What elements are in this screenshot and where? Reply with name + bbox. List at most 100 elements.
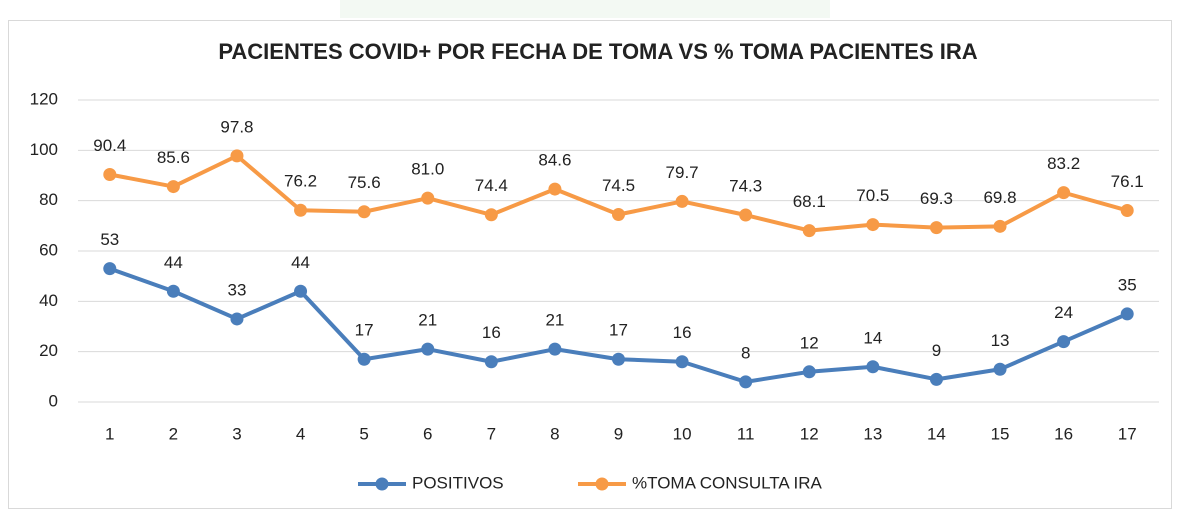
data-point [612,208,625,222]
data-label: 81.0 [411,160,444,179]
data-point [993,219,1007,233]
data-point [866,360,880,374]
y-tick-label: 0 [49,391,58,410]
data-point [166,284,180,298]
data-label: 24 [1054,303,1073,322]
data-label: 21 [418,311,437,330]
y-tick-label: 80 [39,190,58,209]
data-label: 79.7 [666,163,699,182]
data-label: 75.6 [348,173,381,192]
data-label: 68.1 [793,192,826,211]
data-point [357,352,371,366]
data-label: 44 [164,253,183,272]
data-point [548,342,562,356]
data-point [739,375,753,389]
data-label: 33 [228,280,247,299]
x-tick-label: 8 [550,424,559,443]
data-label: 90.4 [93,136,126,155]
data-point [230,312,244,326]
data-point [166,180,180,194]
data-label: 85.6 [157,148,190,167]
data-label: 16 [673,323,692,342]
data-point [294,203,308,217]
data-label: 74.4 [475,176,508,195]
data-label: 17 [355,321,374,340]
data-point [484,355,498,369]
data-point [612,352,625,366]
x-tick-label: 7 [487,424,496,443]
data-point [1120,203,1134,217]
chart-title: PACIENTES COVID+ POR FECHA DE TOMA VS % … [218,39,977,64]
data-label: 17 [609,321,628,340]
data-point [103,167,117,181]
y-tick-label: 20 [39,341,58,360]
data-point [675,194,689,208]
data-point [802,365,816,379]
data-point [739,208,753,222]
x-tick-label: 5 [359,424,368,443]
data-label: 76.2 [284,172,317,191]
data-label: 70.5 [856,186,889,205]
data-label: 21 [545,311,564,330]
data-label: 97.8 [220,117,253,136]
x-tick-label: 1 [105,424,114,443]
data-label: 14 [863,328,882,347]
legend-label: %TOMA CONSULTA IRA [632,473,823,492]
x-tick-label: 11 [737,424,755,443]
data-point [548,182,562,196]
y-tick-label: 100 [30,140,58,159]
chart-border [8,20,1172,509]
data-point [421,191,435,205]
data-label: 84.6 [538,151,571,170]
x-tick-label: 6 [423,424,432,443]
legend-marker [595,477,609,491]
x-tick-label: 10 [673,424,692,443]
data-point [1057,335,1071,349]
data-label: 16 [482,323,501,342]
legend-label: POSITIVOS [412,473,504,492]
legend-marker [375,477,389,491]
data-label: 76.1 [1111,172,1144,191]
data-label: 13 [991,331,1010,350]
data-point [357,205,371,219]
data-point [1120,307,1134,321]
background-tab [340,0,830,18]
data-point [675,355,689,369]
data-label: 8 [741,343,750,362]
data-label: 44 [291,253,310,272]
data-point [230,149,244,163]
x-tick-label: 2 [169,424,178,443]
y-tick-label: 40 [39,291,58,310]
data-point [484,208,498,222]
x-tick-label: 4 [296,424,305,443]
data-label: 12 [800,333,819,352]
y-tick-label: 60 [39,240,58,259]
data-label: 74.3 [729,176,762,195]
x-tick-label: 9 [614,424,623,443]
data-point [103,262,117,276]
data-label: 69.3 [920,189,953,208]
data-point [1057,186,1071,200]
data-point [866,218,880,232]
data-point [993,362,1007,376]
data-point [421,342,435,356]
data-label: 35 [1118,275,1137,294]
data-label: 9 [932,341,941,360]
data-label: 69.8 [983,188,1016,207]
x-tick-label: 17 [1118,424,1137,443]
x-tick-label: 12 [800,424,819,443]
x-tick-label: 14 [927,424,946,443]
x-tick-label: 3 [232,424,241,443]
x-tick-label: 13 [863,424,882,443]
y-tick-label: 120 [30,89,58,108]
data-point [802,224,816,238]
x-tick-label: 15 [991,424,1010,443]
data-point [929,372,943,386]
data-label: 83.2 [1047,154,1080,173]
x-tick-label: 16 [1054,424,1073,443]
data-point [294,284,308,298]
data-label: 53 [100,230,119,249]
data-label: 74.5 [602,176,635,195]
data-point [929,221,943,235]
